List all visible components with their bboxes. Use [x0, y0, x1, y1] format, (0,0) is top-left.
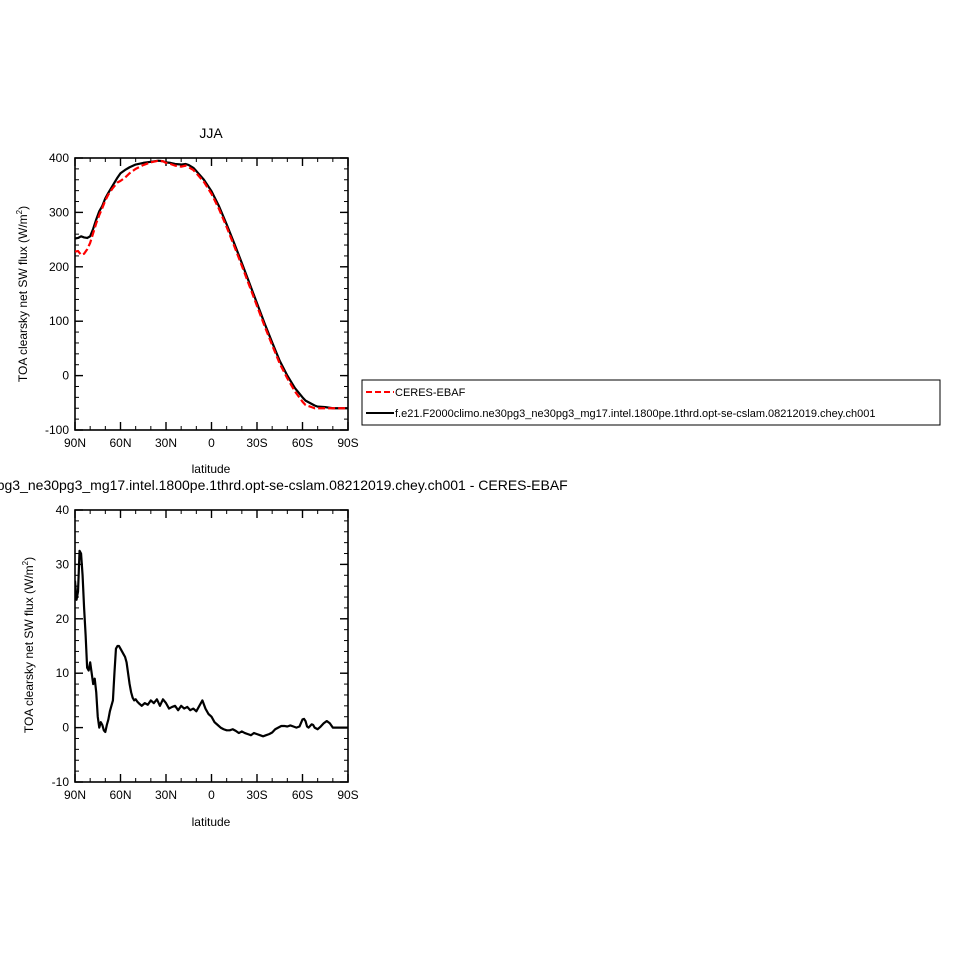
x-tick-label: 60S — [292, 436, 313, 450]
bottom-chart-title: f.e21.F2000climo.ne30pg3_ne30pg3_mg17.in… — [0, 477, 568, 493]
legend-label-model: f.e21.F2000climo.ne30pg3_ne30pg3_mg17.in… — [395, 408, 875, 420]
x-tick-label: 90S — [337, 436, 358, 450]
y-tick-label: 100 — [49, 314, 69, 328]
top-panel: JJA 90N 60N 30N 0 30S 60S 90S -100 0 100 200 300 400… — [15, 125, 359, 476]
plot-frame — [74, 157, 349, 431]
y-tick-label: -100 — [45, 423, 69, 437]
y-tick-label: 10 — [56, 666, 70, 680]
y-tick-label: 300 — [49, 205, 69, 219]
y-tick-label: 0 — [62, 369, 69, 383]
y-tick-label: 200 — [49, 260, 69, 274]
bottom-plot-area: 90N 60N 30N 0 30S 60S 90S -10 0 10 20 30 40 — [52, 503, 359, 802]
x-tick-label: 90N — [64, 788, 86, 802]
bottom-y-axis-label-sup: 2 — [21, 560, 30, 565]
y-tick-label: 30 — [56, 557, 70, 571]
x-tick-label: 60N — [109, 788, 131, 802]
series-line-0 — [75, 549, 348, 738]
x-tick-label: 0 — [208, 788, 215, 802]
x-tick-label: 30N — [155, 788, 177, 802]
x-tick-label: 60N — [109, 436, 131, 450]
series-line-1 — [75, 159, 348, 410]
y-tick-label: 400 — [49, 151, 69, 165]
y-tick-label: 0 — [62, 721, 69, 735]
y-tick-label: 40 — [56, 503, 70, 517]
x-tick-label: 30N — [155, 436, 177, 450]
legend-label-ceres: CERES-EBAF — [395, 387, 466, 399]
x-tick-label: 90N — [64, 436, 86, 450]
y-tick-label: -10 — [52, 775, 70, 789]
x-tick-label: 30S — [246, 788, 267, 802]
y-tick-label: 20 — [56, 612, 70, 626]
top-plot-area: 90N 60N 30N 0 30S 60S 90S -100 0 100 200 300 400 — [45, 151, 359, 450]
x-tick-label: 30S — [246, 436, 267, 450]
top-chart-title: JJA — [199, 125, 223, 141]
x-tick-label: 60S — [292, 788, 313, 802]
plot-frame — [74, 509, 349, 783]
bottom-y-axis-label: TOA clearsky net SW flux (W/m2) — [21, 557, 36, 733]
x-tick-label: 90S — [337, 788, 358, 802]
top-x-axis-label: latitude — [192, 462, 231, 476]
series-line-0 — [75, 159, 348, 410]
legend: CERES-EBAF f.e21.F2000climo.ne30pg3_ne30… — [361, 379, 941, 426]
bottom-x-axis-label: latitude — [192, 815, 231, 829]
legend-box — [361, 379, 941, 426]
x-tick-label: 0 — [208, 436, 215, 450]
bottom-panel: f.e21.F2000climo.ne30pg3_ne30pg3_mg17.in… — [0, 477, 568, 829]
top-y-axis-label-sup: 2 — [15, 209, 24, 214]
top-y-axis-label: TOA clearsky net SW flux (W/m2) — [15, 206, 30, 382]
